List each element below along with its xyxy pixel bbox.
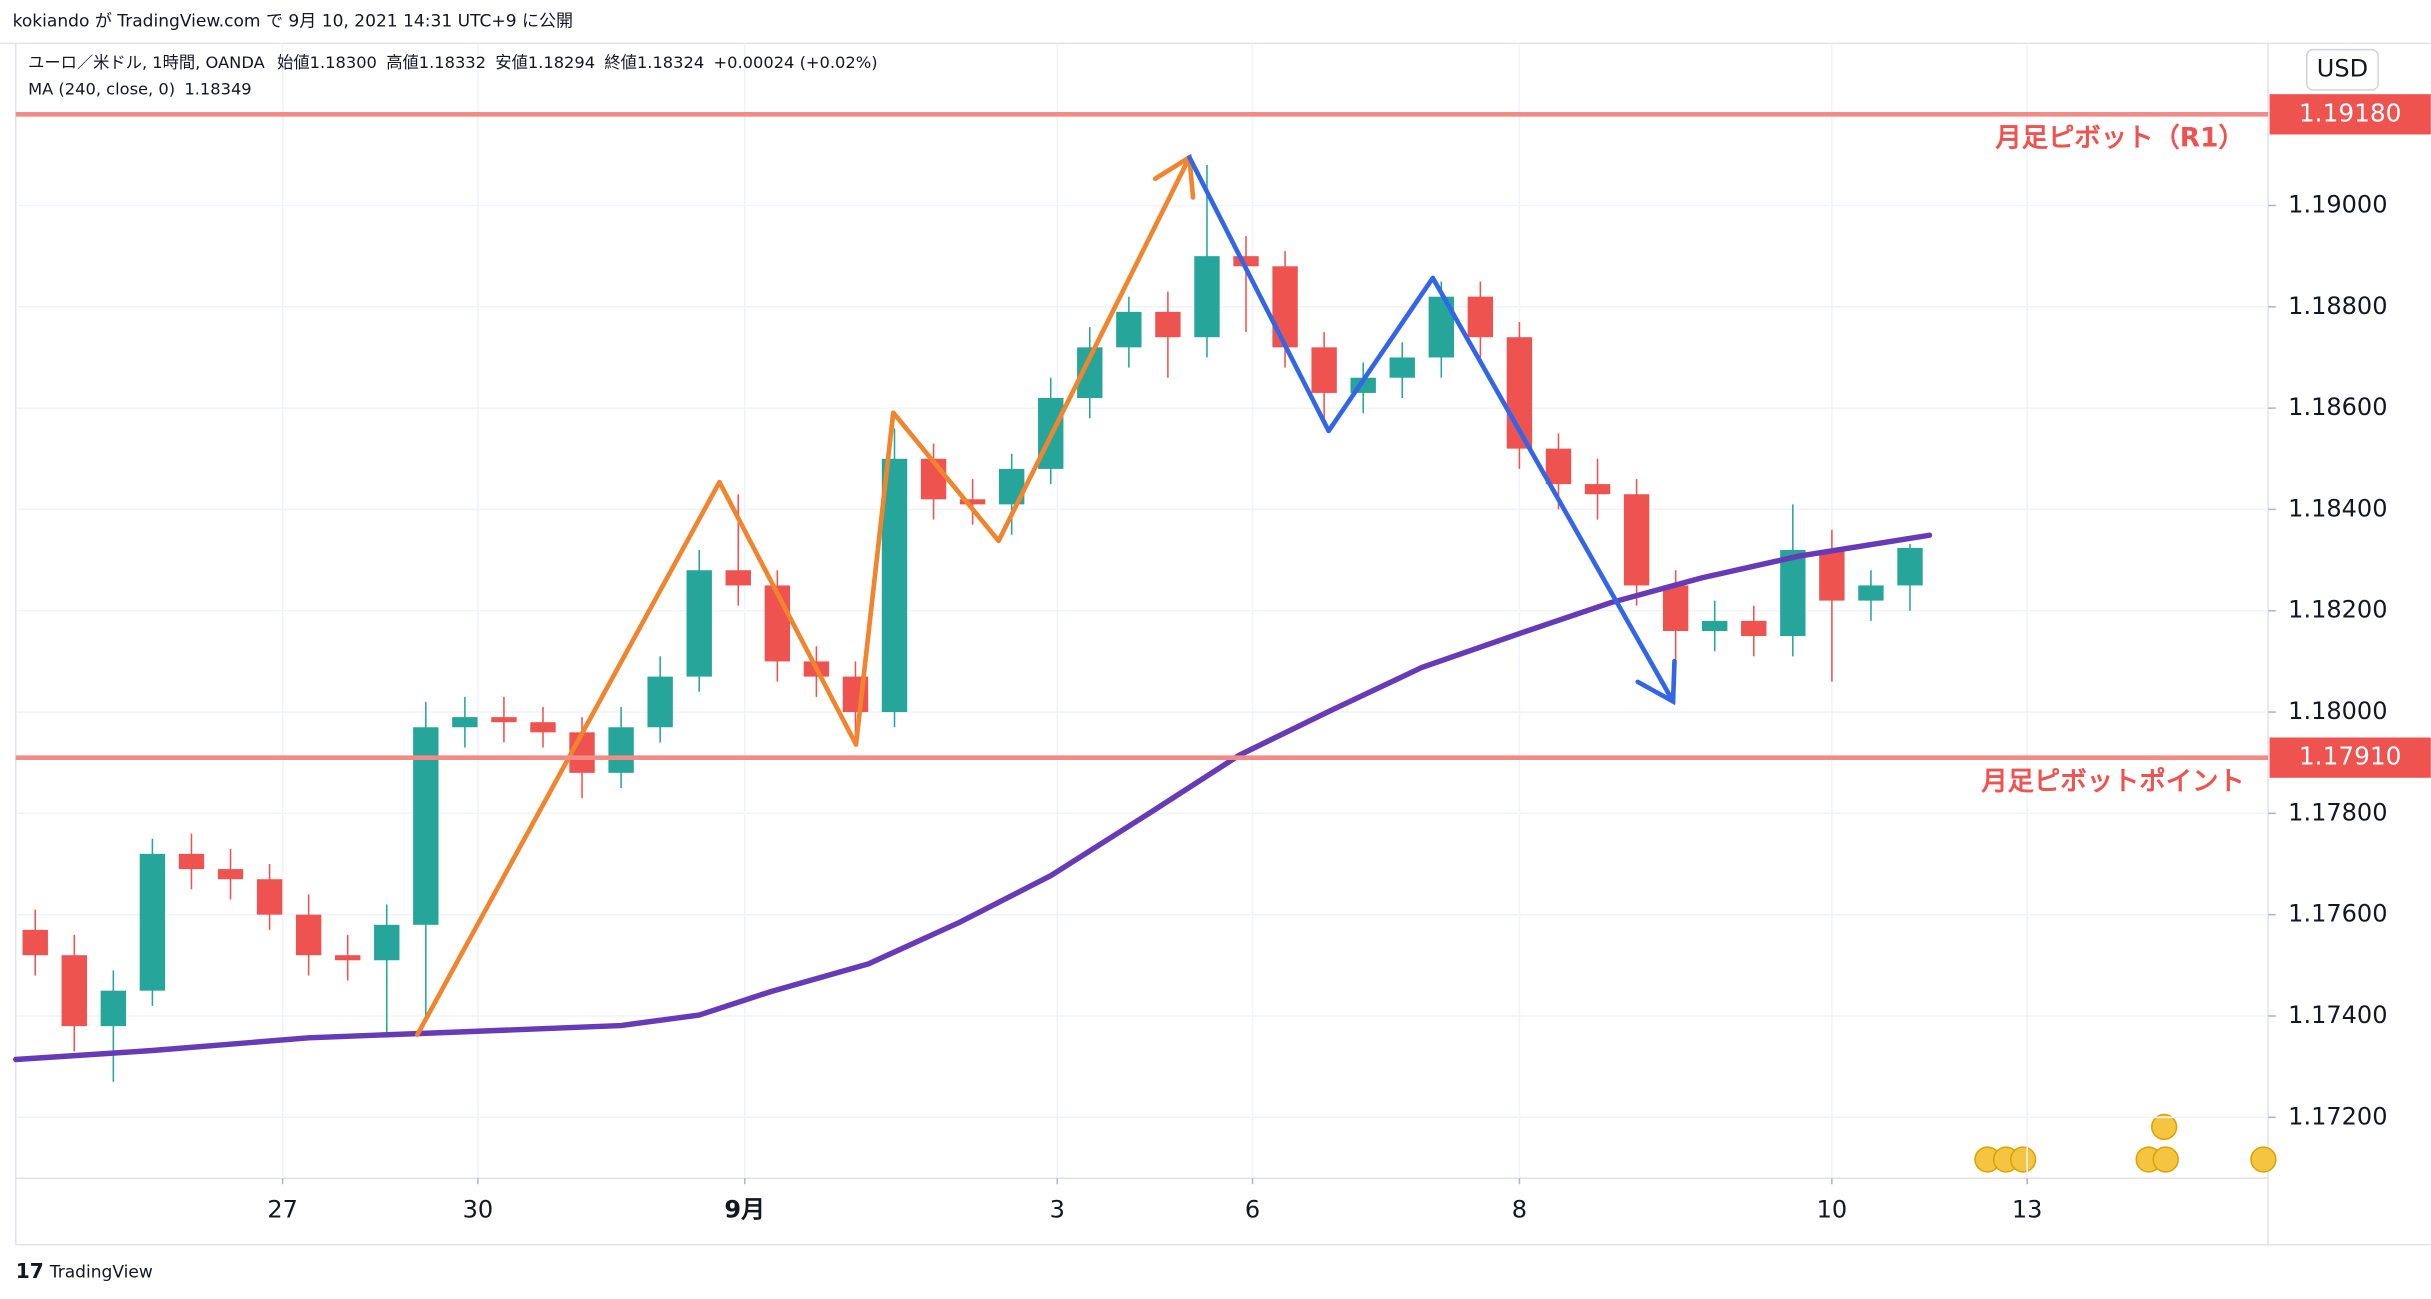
trend-drawing: [1187, 155, 1676, 704]
legend-value: 1.18324: [637, 53, 704, 72]
legend-value: 1.18300: [310, 53, 377, 72]
candle-body: [647, 676, 673, 728]
ma-line: [12, 532, 1933, 1063]
candle-body: [61, 955, 87, 1027]
candle-body: [335, 955, 361, 961]
candle-body: [1702, 620, 1728, 632]
candle-body: [686, 570, 712, 677]
plot: [12, 43, 2269, 1179]
legend-value: 1.18294: [528, 53, 595, 72]
event-icon: [2152, 1146, 2179, 1173]
legend-label: 終値: [604, 53, 637, 72]
x-tick-label: 9月: [724, 1196, 765, 1224]
candle-body: [1311, 347, 1337, 393]
currency-button[interactable]: [2306, 48, 2379, 91]
arrowhead: [1635, 658, 1677, 706]
candle-body: [725, 570, 751, 586]
candle-body: [295, 914, 322, 956]
candle-body: [178, 853, 205, 870]
y-tick-label: 1.19000: [2288, 191, 2387, 219]
candle-body: [1819, 549, 1845, 601]
trend-drawing: [415, 155, 1192, 1038]
brand-logo: 17: [16, 1259, 44, 1283]
legend-label: 始値: [277, 53, 310, 72]
price-tag: [2269, 94, 2431, 135]
candle-body: [22, 929, 48, 956]
candle-body: [1155, 311, 1181, 338]
pivot-name: 月足ピボットポイント: [1980, 766, 2244, 797]
y-tick-label: 1.18600: [2288, 393, 2387, 421]
y-tick-label: 1.17400: [2288, 1001, 2387, 1029]
candle-body: [1741, 620, 1767, 637]
candle-body: [1662, 585, 1689, 632]
legend-value: 1.18332: [419, 53, 486, 72]
events: [1974, 1113, 2277, 1173]
price-tag-label: 1.19180: [2299, 98, 2402, 127]
candle-body: [1623, 494, 1650, 586]
ma-label: MA (240, close, 0): [28, 79, 175, 98]
y-tick-label: 1.17200: [2288, 1102, 2387, 1130]
event-icon: [2250, 1146, 2277, 1173]
ma-value: 1.18349: [184, 79, 251, 98]
candle-body: [1545, 448, 1572, 485]
candle-body: [256, 879, 283, 915]
candle-body: [1858, 585, 1884, 601]
candle-body: [100, 990, 127, 1027]
candle-body: [1897, 547, 1923, 586]
y-tick-label: 1.18400: [2288, 494, 2387, 522]
brand: TradingView: [49, 1263, 153, 1283]
candle-body: [413, 727, 439, 925]
candle-body: [217, 869, 244, 880]
candle-body: [1233, 256, 1259, 267]
candle-body: [1584, 484, 1611, 495]
event-icon: [2150, 1113, 2178, 1141]
candle-body: [1780, 549, 1806, 637]
pivot-name: 月足ピボット（R1）: [1994, 124, 2244, 154]
candle-body: [1389, 357, 1415, 378]
candle-body: [959, 499, 986, 505]
x-tick-label: 10: [1817, 1196, 1848, 1224]
candle-body: [452, 717, 478, 728]
candle-body: [608, 727, 634, 773]
candle-body: [1194, 256, 1220, 338]
candle-body: [1116, 311, 1142, 348]
change: +0.00024 (+0.02%): [714, 53, 878, 72]
y-tick-label: 1.18200: [2288, 596, 2387, 624]
candle-body: [139, 853, 166, 991]
legend-label: 安値: [495, 53, 528, 72]
x-tick-label: 3: [1050, 1196, 1065, 1224]
candle-body: [1272, 266, 1298, 348]
x-tick-label: 27: [267, 1196, 298, 1224]
candle-body: [881, 458, 908, 713]
event-icon: [2009, 1146, 2037, 1173]
y-tick-label: 1.18000: [2288, 697, 2387, 725]
price-tag: [2269, 737, 2431, 778]
legend-label: 高値: [386, 53, 419, 72]
candle-body: [920, 458, 947, 500]
x-tick-label: 8: [1512, 1196, 1527, 1224]
candle-body: [491, 717, 517, 723]
candle-body: [374, 924, 400, 961]
x-tick-label: 6: [1245, 1196, 1260, 1224]
candle-body: [1467, 296, 1494, 338]
publisher: kokiando が TradingView.com で 9月 10, 2021…: [13, 12, 573, 32]
x-tick-label: 13: [2012, 1196, 2043, 1224]
price-tag-label: 1.17910: [2299, 742, 2402, 771]
y-tick-label: 1.18800: [2288, 292, 2387, 320]
candle-body: [530, 722, 556, 733]
x-tick-label: 30: [463, 1196, 494, 1224]
symbol: ユーロ／米ドル, 1時間, OANDA: [28, 53, 265, 72]
currency: USD: [2317, 55, 2368, 83]
y-tick-label: 1.17600: [2288, 900, 2387, 928]
y-tick-label: 1.17800: [2288, 798, 2387, 826]
